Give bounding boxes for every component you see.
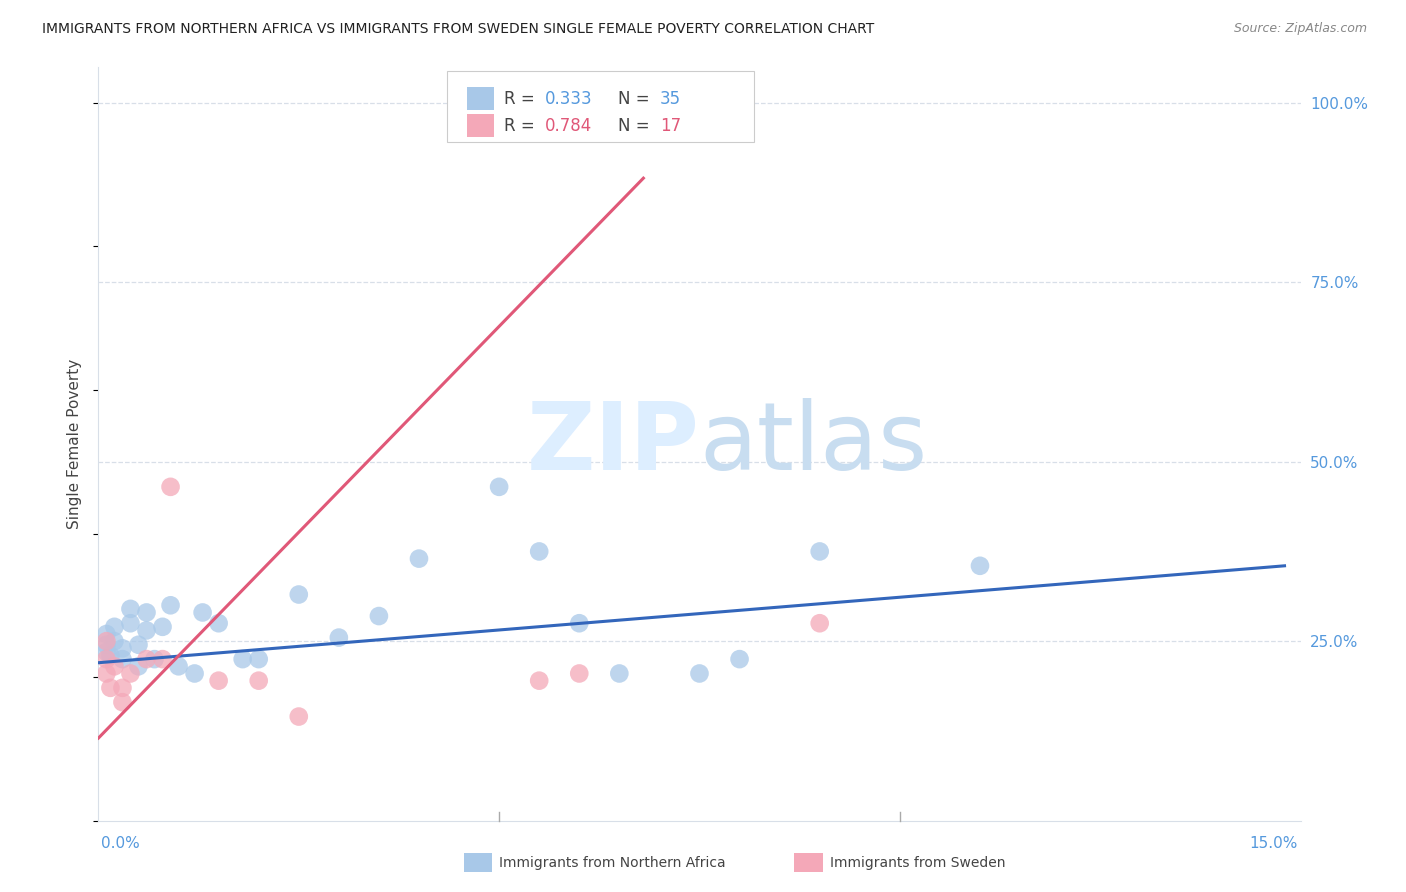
Point <box>969 558 991 573</box>
Point <box>96 638 118 652</box>
Point <box>135 606 157 620</box>
Point <box>232 652 254 666</box>
Point <box>120 616 142 631</box>
Point <box>247 673 270 688</box>
FancyBboxPatch shape <box>447 70 754 143</box>
Point <box>328 631 350 645</box>
Point <box>368 609 391 624</box>
Point <box>135 624 157 638</box>
Point <box>96 634 118 648</box>
Point <box>208 673 231 688</box>
Point <box>128 659 150 673</box>
Point <box>609 666 631 681</box>
Point <box>808 616 831 631</box>
Point <box>111 641 134 656</box>
Point <box>135 652 157 666</box>
Point <box>152 652 174 666</box>
Point <box>96 627 118 641</box>
Text: N =: N = <box>617 90 655 108</box>
Text: ZIP: ZIP <box>527 398 700 490</box>
Point <box>488 480 510 494</box>
Point <box>120 602 142 616</box>
Text: Source: ZipAtlas.com: Source: ZipAtlas.com <box>1233 22 1367 36</box>
Point <box>120 666 142 681</box>
Point <box>143 652 166 666</box>
Point <box>100 648 122 663</box>
Point <box>167 659 190 673</box>
Point <box>529 673 551 688</box>
Text: R =: R = <box>503 117 540 135</box>
Point <box>96 666 118 681</box>
Text: 15.0%: 15.0% <box>1250 837 1298 851</box>
Text: R =: R = <box>503 90 540 108</box>
Text: 35: 35 <box>659 90 681 108</box>
Point <box>728 652 751 666</box>
Bar <box>467 87 494 110</box>
Point <box>152 620 174 634</box>
Point <box>111 652 134 666</box>
Text: N =: N = <box>617 117 655 135</box>
Point <box>103 634 125 648</box>
Point <box>96 645 118 659</box>
Point <box>689 666 711 681</box>
Y-axis label: Single Female Poverty: Single Female Poverty <box>67 359 83 529</box>
Point <box>808 544 831 558</box>
Text: Immigrants from Northern Africa: Immigrants from Northern Africa <box>499 855 725 870</box>
Point <box>103 620 125 634</box>
Point <box>128 638 150 652</box>
Text: 0.333: 0.333 <box>544 90 592 108</box>
Text: 17: 17 <box>659 117 681 135</box>
Point <box>159 480 181 494</box>
Text: 0.0%: 0.0% <box>101 837 141 851</box>
Text: 0.784: 0.784 <box>544 117 592 135</box>
Point <box>288 709 311 723</box>
Point <box>208 616 231 631</box>
Text: Immigrants from Sweden: Immigrants from Sweden <box>830 855 1005 870</box>
Point <box>408 551 430 566</box>
Point <box>159 599 181 613</box>
Text: IMMIGRANTS FROM NORTHERN AFRICA VS IMMIGRANTS FROM SWEDEN SINGLE FEMALE POVERTY : IMMIGRANTS FROM NORTHERN AFRICA VS IMMIG… <box>42 22 875 37</box>
Point <box>568 666 591 681</box>
Point <box>96 652 118 666</box>
Point <box>191 606 214 620</box>
Point <box>288 588 311 602</box>
Point <box>111 695 134 709</box>
Point <box>111 681 134 695</box>
Point <box>100 681 122 695</box>
Point <box>103 659 125 673</box>
Point <box>568 616 591 631</box>
Text: atlas: atlas <box>700 398 928 490</box>
Bar <box>467 114 494 137</box>
Point <box>529 544 551 558</box>
Point <box>183 666 205 681</box>
Point <box>247 652 270 666</box>
